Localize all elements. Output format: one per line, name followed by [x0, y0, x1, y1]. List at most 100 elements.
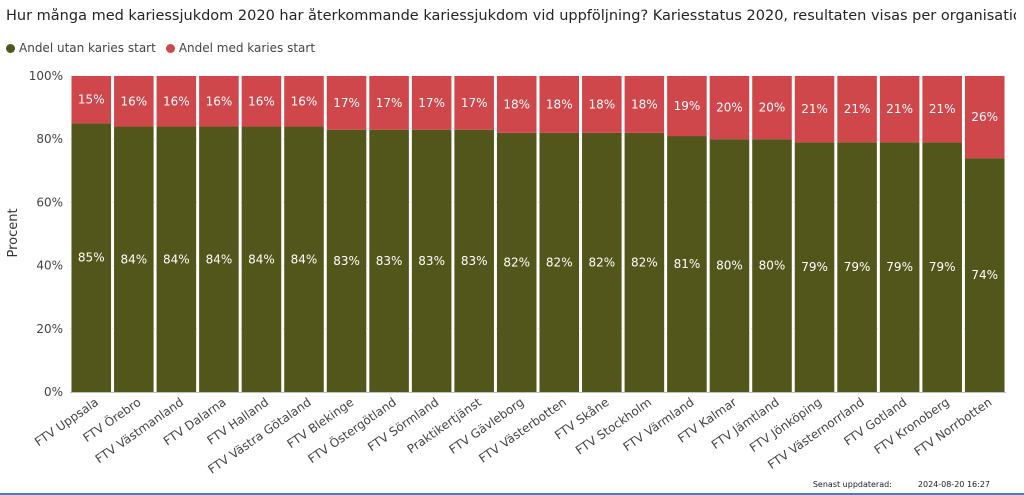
bar-without-caries[interactable] [922, 142, 962, 392]
bar-without-caries[interactable] [326, 129, 367, 392]
y-tick-label: 100% [29, 69, 63, 83]
y-tick-label: 60% [36, 195, 63, 209]
data-label-without-caries: 83% [461, 254, 488, 268]
data-label-with-caries: 18% [503, 97, 530, 111]
data-label-without-caries: 83% [333, 254, 360, 268]
bar-without-caries[interactable] [241, 126, 282, 392]
updated-value: 2024-08-20 16:27 [917, 480, 990, 489]
bar-with-caries[interactable] [369, 76, 409, 130]
data-label-without-caries: 80% [759, 259, 786, 273]
bar-without-caries[interactable] [369, 129, 409, 392]
bar-with-caries[interactable] [454, 76, 494, 130]
data-label-without-caries: 79% [844, 260, 871, 274]
data-label-with-caries: 19% [674, 99, 701, 113]
data-label-without-caries: 81% [674, 257, 701, 271]
bar-with-caries[interactable] [837, 76, 877, 143]
bar-without-caries[interactable] [454, 129, 494, 392]
data-label-without-caries: 79% [929, 260, 956, 274]
bar-with-caries[interactable] [539, 76, 580, 133]
data-label-without-caries: 80% [716, 259, 743, 273]
bar-with-caries[interactable] [752, 76, 792, 140]
data-label-with-caries: 16% [163, 94, 190, 108]
bar-without-caries[interactable] [71, 123, 112, 393]
bar-without-caries[interactable] [199, 126, 239, 392]
bar-without-caries[interactable] [411, 129, 452, 392]
data-label-without-caries: 79% [886, 260, 913, 274]
chart-title: Hur många med kariessjukdom 2020 har åte… [6, 8, 1016, 24]
bar-with-caries[interactable] [922, 76, 962, 143]
y-tick-label: 40% [36, 259, 63, 273]
bar-with-caries[interactable] [624, 76, 665, 133]
bar-without-caries[interactable] [837, 142, 877, 392]
bar-with-caries[interactable] [582, 76, 622, 133]
bar-without-caries[interactable] [582, 132, 622, 392]
bar-with-caries[interactable] [667, 76, 707, 137]
bar-without-caries[interactable] [539, 132, 580, 392]
bar-with-caries[interactable] [879, 76, 920, 143]
bar-with-caries[interactable] [284, 76, 324, 127]
bar-without-caries[interactable] [752, 139, 792, 392]
legend-dot-icon [165, 43, 175, 53]
x-tick-label: Praktikertjänst [405, 395, 485, 457]
data-label-without-caries: 84% [120, 252, 147, 266]
data-label-without-caries: 84% [291, 252, 318, 266]
data-label-without-caries: 74% [971, 268, 998, 282]
bar-with-caries[interactable] [241, 76, 282, 127]
bar-with-caries[interactable] [794, 76, 835, 143]
data-label-with-caries: 16% [248, 94, 275, 108]
data-label-with-caries: 15% [78, 93, 105, 107]
bar-without-caries[interactable] [964, 158, 1005, 392]
legend-item-with-caries[interactable]: Andel med karies start [165, 41, 316, 55]
y-tick-label: 0% [44, 385, 63, 399]
data-label-without-caries: 84% [248, 252, 275, 266]
y-axis-ticks: 0% 20% 40% 60% 80% 100% [29, 69, 63, 399]
bar-without-caries[interactable] [667, 136, 707, 392]
data-label-without-caries: 82% [546, 255, 573, 269]
bars: 85% 15% 84% 16% 84% 16% 84% 16% 84% 16% 84% 16% 83% 1… [71, 76, 1005, 393]
data-label-without-caries: 84% [163, 252, 190, 266]
bar-with-caries[interactable] [496, 76, 537, 133]
data-label-with-caries: 18% [631, 97, 658, 111]
data-label-with-caries: 16% [206, 94, 233, 108]
bar-with-caries[interactable] [709, 76, 750, 140]
bottom-border [0, 493, 1024, 495]
bar-with-caries[interactable] [199, 76, 239, 127]
bar-without-caries[interactable] [156, 126, 197, 392]
bar-without-caries[interactable] [496, 132, 537, 392]
bar-with-caries[interactable] [326, 76, 367, 130]
y-tick-label: 80% [36, 132, 63, 146]
legend-label: Andel utan karies start [19, 41, 156, 55]
footer: Senast uppdaterad: 2024-08-20 16:27 [813, 480, 990, 489]
bar-without-caries[interactable] [624, 132, 665, 392]
bar-with-caries[interactable] [114, 76, 154, 127]
bar-without-caries[interactable] [284, 126, 324, 392]
data-label-without-caries: 85% [78, 251, 105, 265]
bar-with-caries[interactable] [156, 76, 197, 127]
data-label-with-caries: 20% [716, 101, 743, 115]
y-axis-label: Procent [6, 208, 21, 257]
legend-item-without-caries[interactable]: Andel utan karies start [6, 41, 156, 55]
bar-without-caries[interactable] [794, 142, 835, 392]
y-tick-label: 20% [36, 322, 63, 336]
data-label-with-caries: 21% [844, 102, 871, 116]
bar-without-caries[interactable] [709, 139, 750, 392]
data-label-with-caries: 17% [461, 96, 488, 110]
data-label-without-caries: 79% [801, 260, 828, 274]
bar-with-caries[interactable] [964, 76, 1005, 159]
bar-without-caries[interactable] [879, 142, 920, 392]
data-label-with-caries: 17% [333, 96, 360, 110]
data-label-with-caries: 21% [801, 102, 828, 116]
bar-with-caries[interactable] [71, 76, 112, 124]
data-label-with-caries: 16% [291, 94, 318, 108]
bar-with-caries[interactable] [411, 76, 452, 130]
data-label-with-caries: 20% [759, 101, 786, 115]
data-label-with-caries: 26% [971, 110, 998, 124]
x-tick-label: FTV Norrbotten [912, 395, 995, 459]
data-label-without-caries: 83% [376, 254, 403, 268]
data-label-without-caries: 83% [418, 254, 445, 268]
bar-without-caries[interactable] [114, 126, 154, 392]
data-label-without-caries: 82% [588, 255, 615, 269]
legend-label: Andel med karies start [178, 41, 316, 55]
data-label-with-caries: 17% [376, 96, 403, 110]
